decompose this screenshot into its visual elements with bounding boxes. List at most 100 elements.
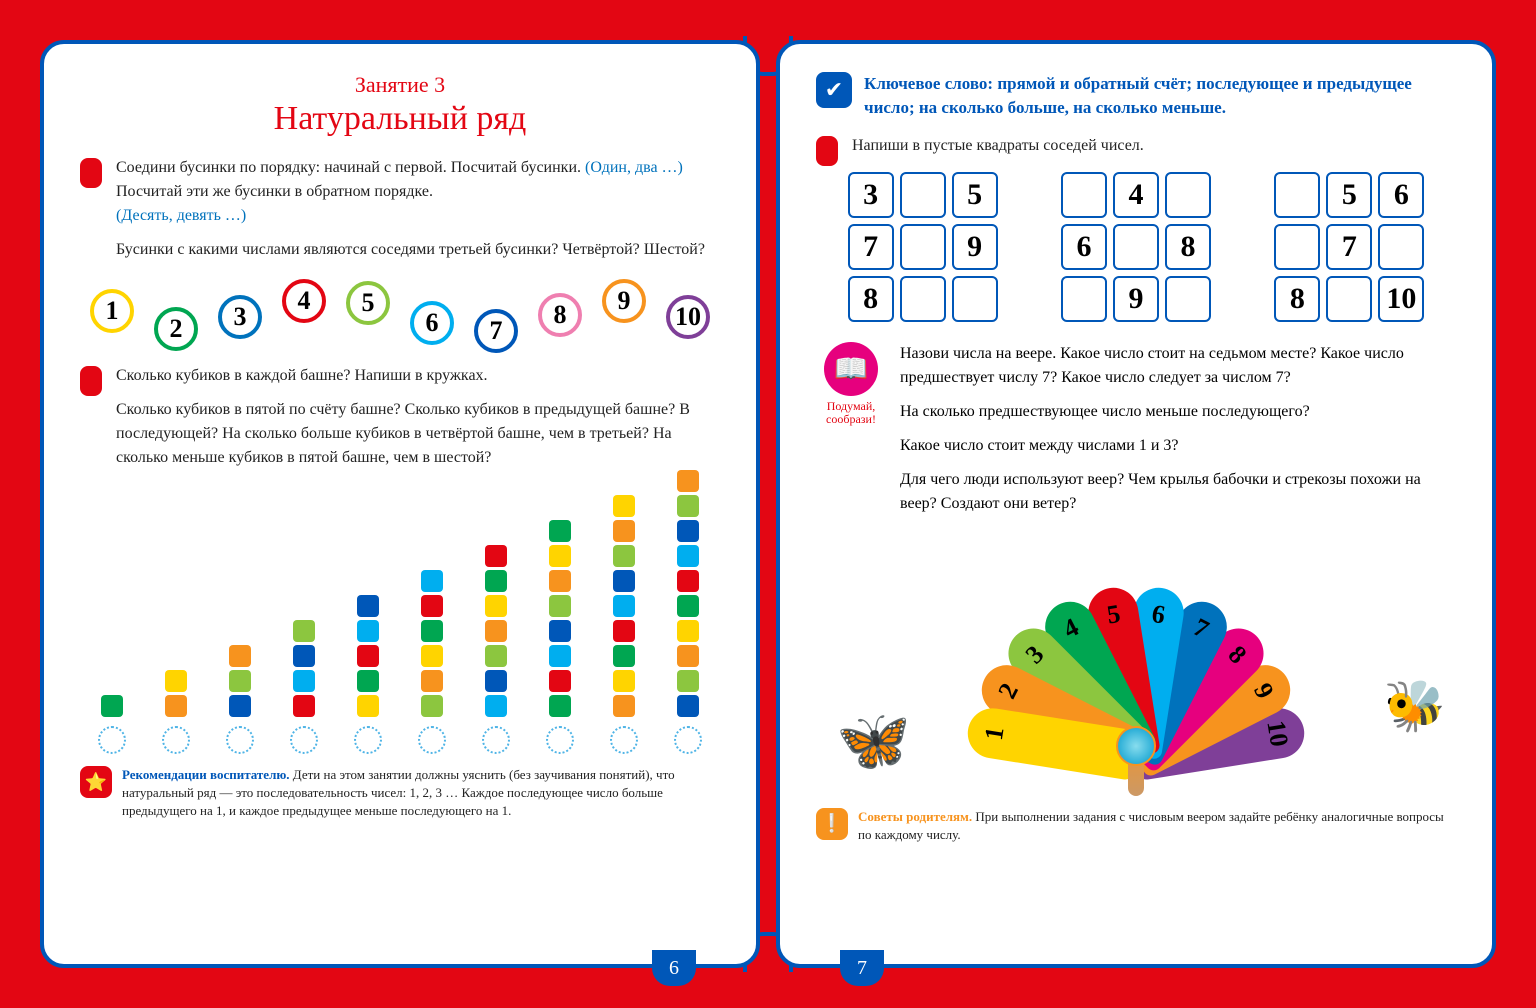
cube [613, 545, 635, 567]
cube [549, 520, 571, 542]
cube [677, 670, 699, 692]
bullet-icon [80, 366, 102, 396]
filled-cell: 5 [1326, 172, 1372, 218]
filled-cell: 10 [1378, 276, 1424, 322]
cube [293, 695, 315, 717]
empty-cell[interactable] [1165, 276, 1211, 322]
lesson-subtitle: Занятие 3 [80, 72, 720, 98]
cube [677, 645, 699, 667]
answer-circle[interactable] [482, 726, 510, 754]
tower [162, 670, 190, 754]
empty-cell[interactable] [1165, 172, 1211, 218]
filled-cell: 4 [1113, 172, 1159, 218]
tower [546, 520, 574, 754]
page-right: ✔ Ключевое слово: прямой и обратный счёт… [776, 40, 1496, 968]
task1-question: Бусинки с какими числами являются соседя… [116, 238, 720, 262]
empty-cell[interactable] [1061, 276, 1107, 322]
bead: 3 [218, 295, 262, 339]
tower [610, 495, 638, 754]
answer-circle[interactable] [162, 726, 190, 754]
number-grids: 357984689567810 [816, 172, 1456, 322]
bead: 4 [282, 279, 326, 323]
cube [229, 645, 251, 667]
answer-circle[interactable] [546, 726, 574, 754]
star-icon: ⭐ [80, 766, 112, 798]
filled-cell: 8 [1165, 224, 1211, 270]
cube [613, 645, 635, 667]
bead: 2 [154, 307, 198, 351]
filled-cell: 9 [1113, 276, 1159, 322]
cube [293, 670, 315, 692]
answer-circle[interactable] [354, 726, 382, 754]
answer-circle[interactable] [418, 726, 446, 754]
page-number-left: 6 [652, 950, 696, 986]
cube [677, 520, 699, 542]
cube [293, 620, 315, 642]
cube-towers [80, 484, 720, 754]
cube [485, 695, 507, 717]
empty-cell[interactable] [1378, 224, 1424, 270]
answer-circle[interactable] [226, 726, 254, 754]
filled-cell: 9 [952, 224, 998, 270]
cube [293, 645, 315, 667]
cube [421, 670, 443, 692]
filled-cell: 7 [1326, 224, 1372, 270]
filled-cell: 6 [1061, 224, 1107, 270]
cube [677, 595, 699, 617]
book-spread: Занятие 3 Натуральный ряд Соедини бусинк… [40, 40, 1496, 968]
bead: 5 [346, 281, 390, 325]
empty-cell[interactable] [900, 276, 946, 322]
task2: Сколько кубиков в каждой башне? Напиши в… [80, 364, 720, 388]
empty-cell[interactable] [900, 224, 946, 270]
empty-cell[interactable] [952, 276, 998, 322]
cube [549, 545, 571, 567]
filled-cell: 8 [1274, 276, 1320, 322]
answer-circle[interactable] [610, 726, 638, 754]
beads-row: 12345678910 [80, 276, 720, 346]
cube [421, 695, 443, 717]
cube [613, 670, 635, 692]
cube [613, 570, 635, 592]
cube [677, 545, 699, 567]
filled-cell: 6 [1378, 172, 1424, 218]
bead: 9 [602, 279, 646, 323]
empty-cell[interactable] [1274, 224, 1320, 270]
cube [613, 695, 635, 717]
answer-circle[interactable] [98, 726, 126, 754]
cube [677, 695, 699, 717]
cube [485, 570, 507, 592]
tower [482, 545, 510, 754]
cube [357, 670, 379, 692]
bullet-icon [80, 158, 102, 188]
filled-cell: 7 [848, 224, 894, 270]
empty-cell[interactable] [900, 172, 946, 218]
cube [101, 695, 123, 717]
cube [421, 620, 443, 642]
answer-circle[interactable] [674, 726, 702, 754]
empty-cell[interactable] [1274, 172, 1320, 218]
empty-cell[interactable] [1113, 224, 1159, 270]
answer-circle[interactable] [290, 726, 318, 754]
fan-illustration: 10987654321 🦋 🐝 [816, 536, 1456, 796]
think-section: 📖 Подумай, сообрази! Назови числа на вее… [816, 342, 1456, 526]
cube [357, 645, 379, 667]
empty-cell[interactable] [1326, 276, 1372, 322]
cube [613, 520, 635, 542]
empty-cell[interactable] [1061, 172, 1107, 218]
cube [229, 670, 251, 692]
task2-question: Сколько кубиков в пятой по счёту башне? … [116, 398, 720, 470]
bead: 10 [666, 295, 710, 339]
cube [613, 495, 635, 517]
cube [549, 620, 571, 642]
filled-cell: 5 [952, 172, 998, 218]
cube [485, 545, 507, 567]
cube [421, 570, 443, 592]
bullet-icon [816, 136, 838, 166]
bead: 6 [410, 301, 454, 345]
cube [421, 645, 443, 667]
bead: 8 [538, 293, 582, 337]
teacher-note: ⭐ Рекомендации воспитателю. Дети на этом… [80, 766, 720, 821]
cube [677, 470, 699, 492]
keyword-box: ✔ Ключевое слово: прямой и обратный счёт… [816, 72, 1456, 120]
cube [549, 645, 571, 667]
